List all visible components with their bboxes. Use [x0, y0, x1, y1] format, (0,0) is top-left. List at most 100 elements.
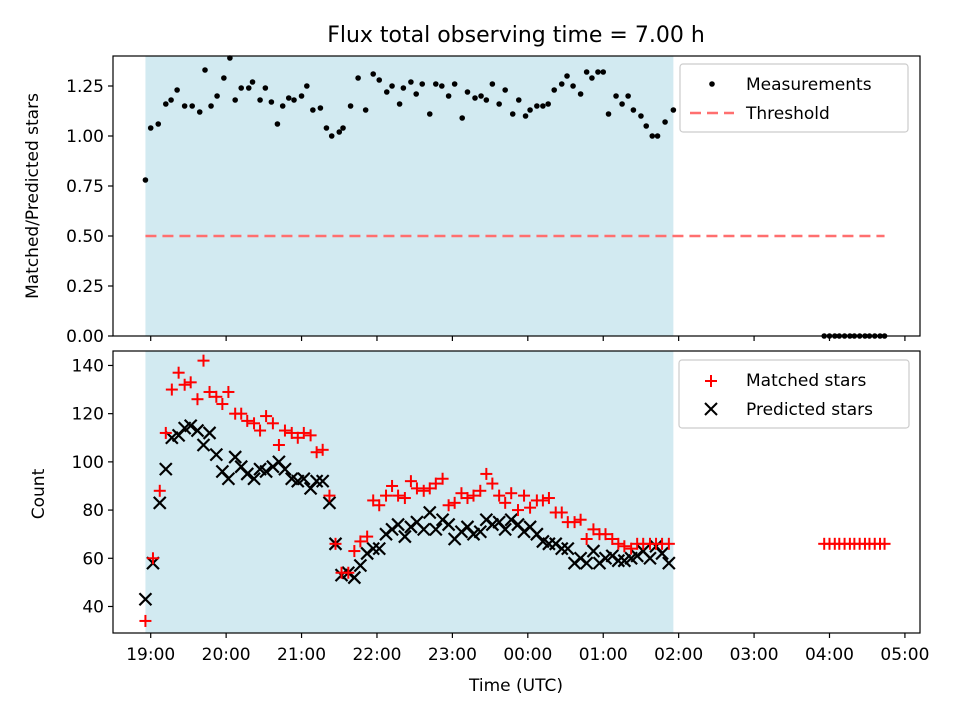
legend-matched-marker [705, 375, 717, 387]
measurement-point [262, 85, 269, 91]
predicted-stars-point [504, 512, 518, 527]
legend-predicted-label: Predicted stars [746, 400, 873, 420]
measurement-point [545, 101, 551, 107]
measurement-point [589, 75, 595, 81]
measurement-point [347, 103, 354, 109]
matched-stars-point [361, 530, 374, 543]
bottom-y-tick-label: 100 [72, 453, 104, 473]
measurement-point [515, 97, 522, 103]
predicted-stars-point [247, 471, 261, 486]
measurement-point [383, 89, 390, 95]
matched-stars-point [153, 484, 166, 497]
top-y-tick-label: 0.00 [66, 327, 104, 347]
matched-stars-point [574, 513, 587, 526]
measurement-point [577, 91, 584, 97]
bottom-legend-box [678, 359, 910, 429]
measurement-point [202, 67, 208, 73]
x-tick-label: 19:00 [126, 645, 175, 665]
matched-stars-point [455, 487, 468, 500]
matched-stars-point [316, 443, 329, 456]
measurement-point [208, 103, 214, 109]
measurement-point [496, 101, 502, 107]
measurement-point [389, 83, 395, 89]
measurement-point [464, 89, 471, 95]
matched-stars-point [165, 383, 178, 396]
predicted-stars-point [416, 522, 431, 537]
measurement-point [583, 69, 590, 75]
predicted-stars-point [190, 423, 205, 438]
predicted-stars-point [221, 471, 236, 486]
measurement-point [600, 69, 607, 75]
measurement-point [336, 129, 343, 135]
measurement-point [291, 97, 297, 103]
bottom-axes-frame [112, 350, 921, 634]
predicted-stars-point [579, 556, 594, 570]
matched-stars-point [197, 354, 210, 367]
measurement-point [279, 103, 286, 109]
matched-stars-point [662, 537, 675, 550]
matched-stars-point [404, 475, 417, 488]
measurement-point [433, 81, 439, 87]
matched-stars-point [467, 489, 480, 502]
matched-stars-point [159, 426, 172, 439]
matched-stars-point [146, 552, 159, 565]
matched-stars-point [285, 426, 298, 439]
measurement-point [376, 77, 383, 83]
predicted-stars-point [278, 462, 292, 476]
predicted-stars-point [643, 551, 657, 566]
predicted-stars-point [611, 553, 626, 568]
matched-stars-point [429, 477, 442, 490]
measurement-point [551, 87, 558, 93]
predicted-stars-point [655, 546, 669, 561]
matched-stars-point [216, 398, 229, 411]
predicted-stars-point [391, 517, 405, 532]
top-y-tick-label: 0.50 [66, 227, 104, 247]
matched-stars-point [461, 492, 474, 505]
matched-stars-point [254, 424, 267, 437]
predicted-stars-point [159, 462, 173, 476]
measurement-point [451, 81, 458, 87]
measurement-point [638, 113, 644, 119]
bottom-y-tick-label: 40 [82, 597, 104, 617]
predicted-stars-point [138, 592, 153, 607]
predicted-stars-point [309, 474, 324, 488]
measurement-point [670, 107, 677, 113]
measurement-point [472, 95, 478, 101]
top-y-tick-label: 0.25 [66, 277, 104, 297]
x-tick-label: 20:00 [202, 645, 251, 665]
measurement-point [534, 103, 540, 109]
matched-stars-point [499, 496, 512, 509]
top-panel: 0.00 0.25 0.50 0.75 1.00 1.25 Matched/Predict… [23, 55, 921, 347]
matched-stars-point [542, 492, 555, 505]
predicted-stars-point [259, 464, 273, 479]
measurement-point [595, 69, 601, 75]
measurement-point [142, 177, 149, 183]
measurement-point [362, 107, 369, 113]
predicted-stars-point [372, 541, 387, 556]
matched-stars-point [342, 566, 355, 579]
measurement-point [483, 97, 490, 103]
matched-stars-point [184, 376, 197, 389]
measurement-point [245, 85, 252, 91]
matched-stars-point [380, 489, 393, 502]
measurement-point [540, 103, 546, 109]
matched-stars-point [323, 489, 336, 502]
x-tick-label: 04:00 [805, 645, 854, 665]
predicted-stars-point [554, 541, 569, 556]
x-tick-label: 21:00 [277, 645, 326, 665]
x-tick-label: 23:00 [428, 645, 477, 665]
predicted-stars-point [196, 438, 211, 452]
bottom-y-tick-label: 60 [82, 549, 104, 569]
measurement-point [400, 85, 407, 91]
measurement-point [323, 125, 330, 131]
matched-stars-point [436, 472, 449, 485]
matched-stars-point [417, 484, 430, 497]
measurement-point [221, 75, 227, 81]
predicted-stars-point [473, 524, 488, 539]
matched-stars-point [310, 446, 323, 459]
matched-stars-point [505, 487, 518, 500]
legend-measurements-label: Measurements [746, 75, 872, 95]
predicted-stars-point [322, 496, 337, 510]
measurement-point [662, 119, 668, 125]
